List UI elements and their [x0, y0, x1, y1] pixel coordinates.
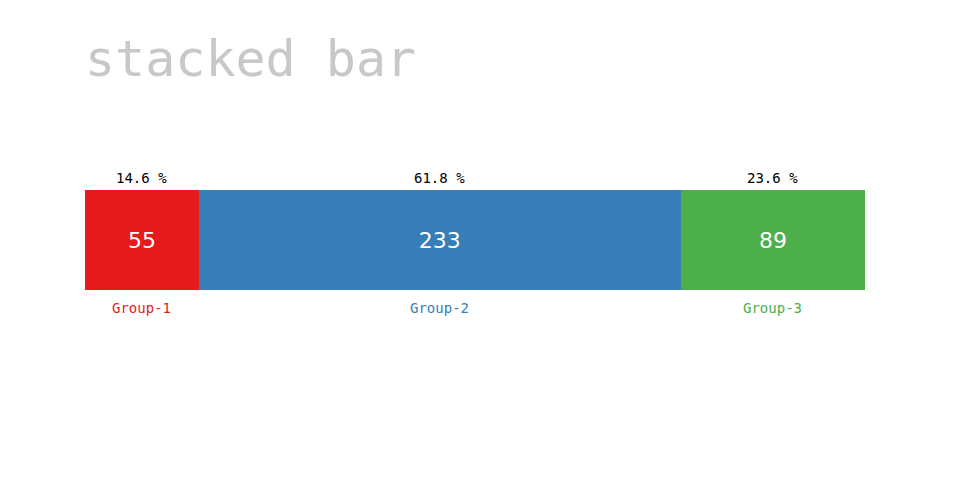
svg-text:89: 89 [759, 228, 787, 253]
svg-text:14.6 %: 14.6 % [116, 170, 167, 186]
svg-text:Group-1: Group-1 [112, 300, 171, 316]
svg-text:Group-2: Group-2 [410, 300, 469, 316]
svg-text:stacked bar: stacked bar [85, 30, 416, 88]
svg-text:55: 55 [128, 228, 156, 253]
svg-text:233: 233 [419, 228, 461, 253]
svg-text:61.8 %: 61.8 % [414, 170, 465, 186]
svg-text:Group-3: Group-3 [743, 300, 802, 316]
svg-text:23.6 %: 23.6 % [747, 170, 798, 186]
